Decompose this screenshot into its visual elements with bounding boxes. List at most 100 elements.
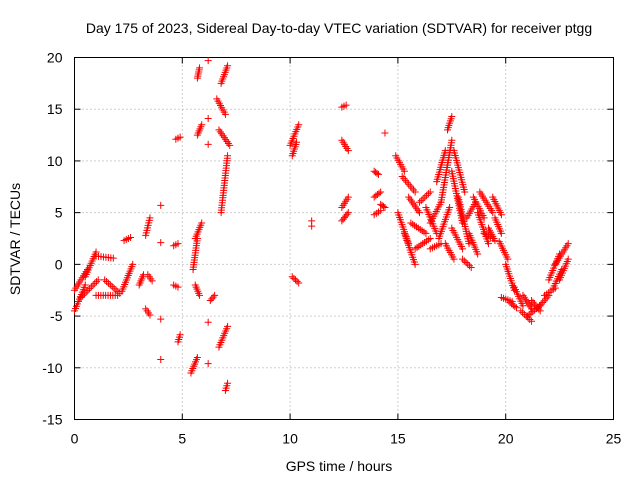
- data-point: [564, 255, 572, 263]
- data-point: [405, 180, 413, 188]
- data-point: [148, 277, 156, 285]
- x-tick-label: 0: [71, 431, 79, 447]
- data-point: [403, 178, 411, 186]
- data-point: [417, 197, 425, 205]
- x-tick-label: 5: [178, 431, 186, 447]
- data-point: [293, 277, 301, 285]
- data-point: [176, 331, 184, 339]
- y-tick-label: 20: [47, 50, 63, 66]
- data-point: [224, 322, 232, 330]
- data-point: [410, 186, 418, 194]
- data-point: [400, 174, 408, 182]
- data-point: [106, 281, 114, 289]
- data-point: [204, 115, 212, 123]
- data-point: [461, 188, 469, 196]
- data-point: [80, 290, 88, 298]
- data-point: [221, 110, 229, 118]
- data-point: [176, 133, 184, 141]
- y-axis-label: SDTVAR / TECUs: [7, 183, 23, 295]
- data-point: [401, 176, 409, 184]
- data-point: [224, 62, 232, 70]
- data-point: [408, 184, 416, 192]
- data-point: [375, 189, 383, 197]
- data-point: [174, 240, 182, 248]
- data-point: [426, 235, 434, 242]
- data-point: [79, 292, 87, 300]
- data-point: [101, 276, 109, 284]
- data-point: [86, 285, 94, 293]
- data-point: [226, 141, 234, 149]
- data-point: [84, 286, 92, 294]
- data-point: [539, 298, 547, 306]
- data-point: [459, 245, 467, 253]
- data-point: [415, 198, 423, 206]
- data-point: [109, 254, 117, 262]
- data-point: [426, 188, 434, 196]
- data-point: [511, 303, 519, 311]
- data-point: [530, 300, 538, 308]
- data-point: [174, 283, 182, 291]
- data-point: [127, 233, 135, 241]
- data-point: [112, 286, 120, 294]
- data-point: [89, 281, 97, 289]
- data-point: [465, 262, 473, 270]
- data-point: [196, 291, 204, 299]
- data-point: [380, 202, 388, 210]
- data-point: [204, 57, 212, 65]
- data-point: [424, 190, 432, 198]
- data-point: [204, 140, 212, 148]
- y-tick-label: 5: [55, 205, 63, 221]
- data-point: [344, 147, 352, 155]
- y-tick-label: 10: [47, 153, 63, 169]
- data-point: [422, 229, 430, 237]
- data-point: [224, 152, 232, 160]
- data-point: [491, 237, 499, 245]
- data-point: [467, 263, 475, 271]
- grid-lines: [74, 57, 614, 420]
- data-point: [104, 279, 112, 287]
- chart-title: Day 175 of 2023, Sidereal Day-to-day VTE…: [86, 20, 592, 36]
- data-point: [157, 239, 165, 247]
- data-point: [512, 304, 520, 312]
- data-point: [419, 195, 427, 203]
- axis-ticks: 0 5 10 15 20 25 -15 -10 -5 0 5 10 15 20: [42, 50, 621, 447]
- data-point: [497, 229, 505, 237]
- data-point: [448, 136, 456, 144]
- data-point: [519, 309, 527, 317]
- data-point: [103, 278, 111, 286]
- y-tick-label: -15: [42, 412, 62, 428]
- data-point: [91, 279, 99, 287]
- data-point: [406, 182, 414, 190]
- data-point: [110, 284, 118, 292]
- data-point: [224, 379, 232, 387]
- data-point: [465, 240, 473, 248]
- data-point: [535, 305, 543, 313]
- data-point: [157, 356, 165, 364]
- data-point: [94, 276, 102, 284]
- data-point: [196, 64, 204, 72]
- data-point: [146, 311, 154, 319]
- data-point: [291, 276, 299, 284]
- data-point: [204, 360, 212, 368]
- data-point: [421, 193, 429, 201]
- data-point: [92, 278, 100, 286]
- data-point: [209, 293, 217, 301]
- data-point: [381, 203, 389, 211]
- data-point: [344, 193, 352, 201]
- data-point: [381, 129, 389, 137]
- data-point: [198, 121, 206, 129]
- data-point: [81, 281, 89, 289]
- x-tick-label: 15: [390, 431, 406, 447]
- x-tick-label: 20: [498, 431, 514, 447]
- data-point: [446, 203, 454, 211]
- data-point: [448, 112, 456, 120]
- data-point: [82, 288, 90, 296]
- data-point: [129, 260, 137, 268]
- data-point: [519, 302, 527, 310]
- data-point: [198, 219, 206, 227]
- data-point: [415, 209, 423, 217]
- y-tick-label: -5: [50, 308, 63, 324]
- data-point: [529, 298, 537, 306]
- data-points: [71, 57, 572, 395]
- data-point: [157, 315, 165, 323]
